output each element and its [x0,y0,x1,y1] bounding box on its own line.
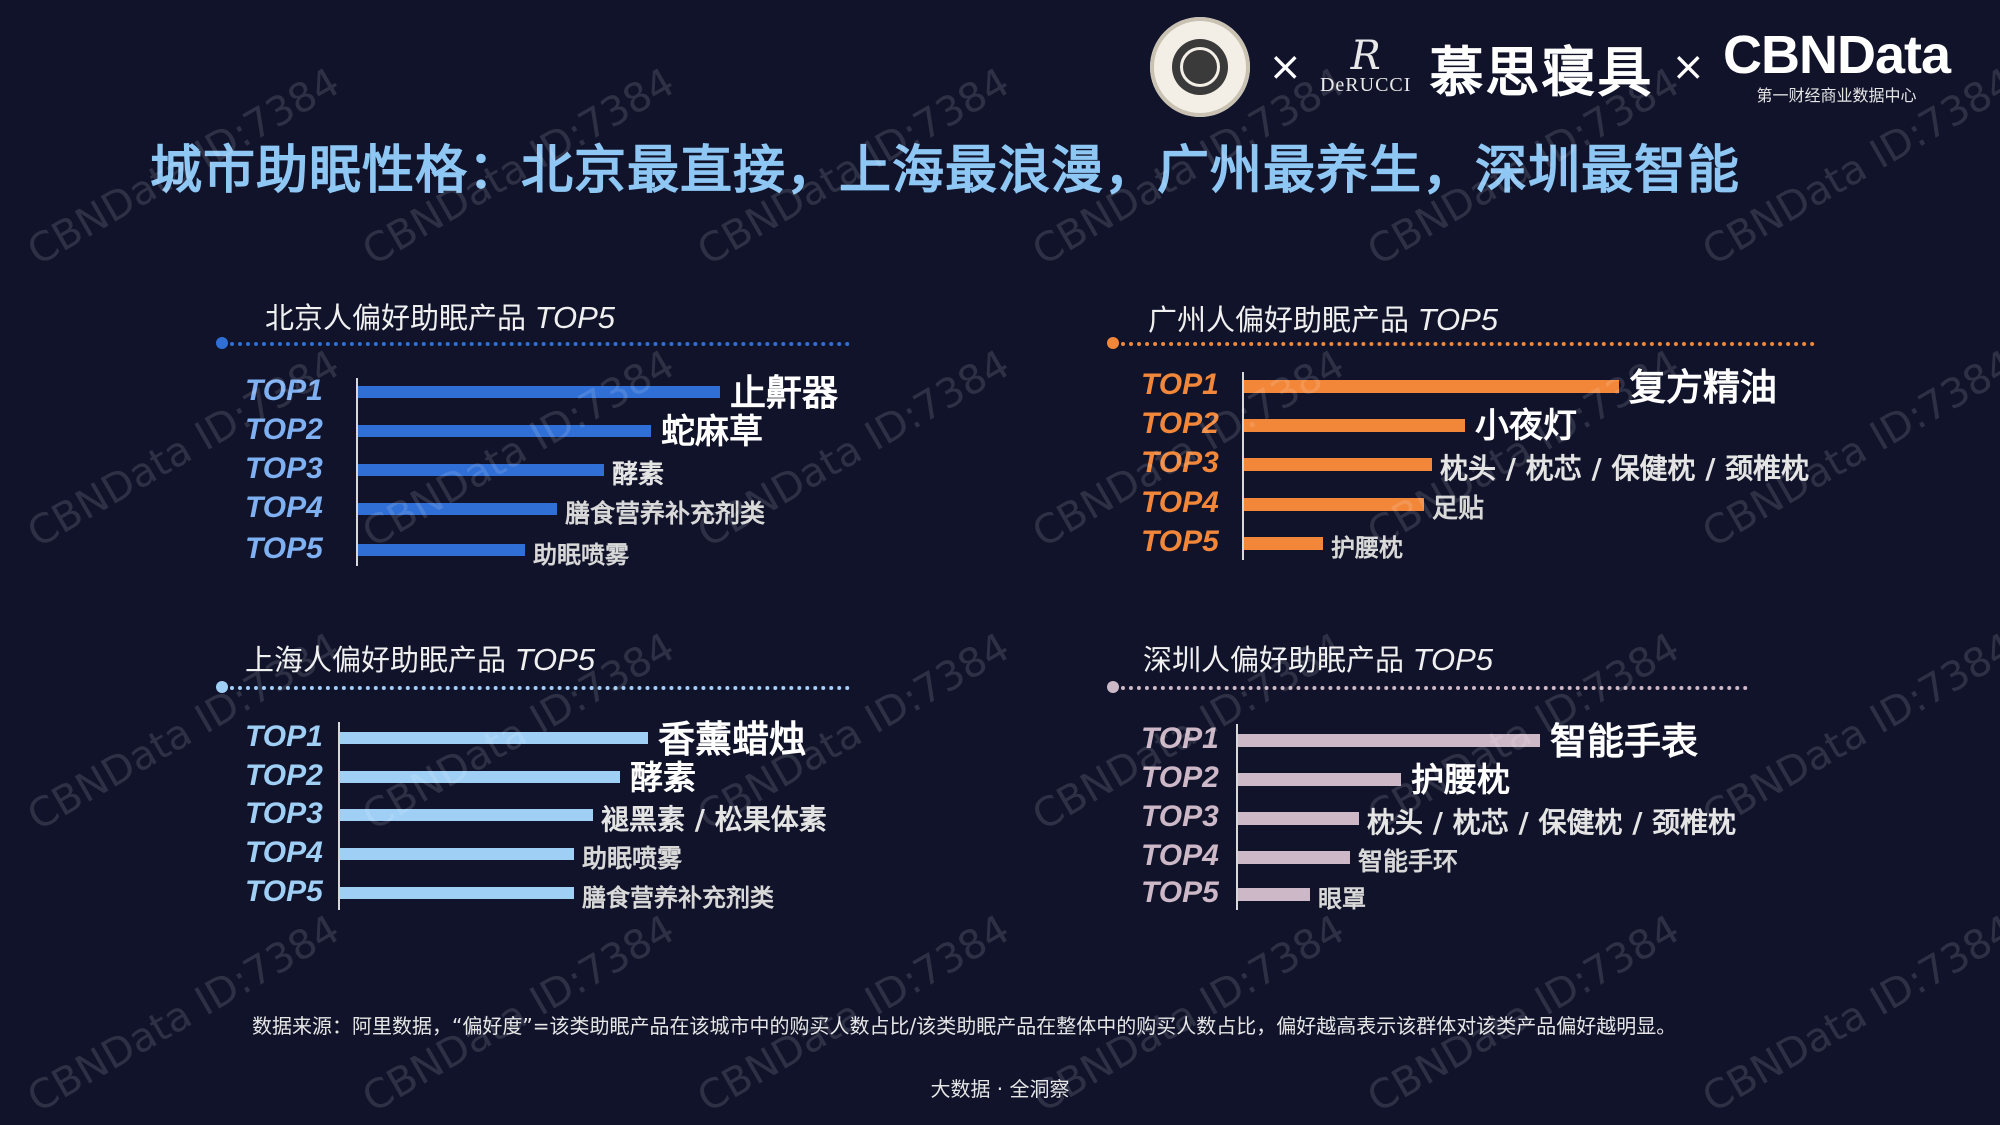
rank-tick-label: TOP1 [1141,722,1219,755]
rank-tick-label: TOP1 [1141,368,1219,401]
data-label: 足贴 [1432,493,1485,524]
times-separator: × [1671,44,1705,90]
data-label: 酵素 [612,459,665,490]
partner-logos: × R DeRUCCI 慕思寝具 × CBNData 第一财经商业数据中心 [1150,17,1951,117]
page-title: 城市助眠性格：北京最直接，上海最浪漫，广州最养生，深圳最智能 [150,141,1741,201]
dotted-divider [222,342,850,346]
data-label: 复方精油 [1629,366,1777,410]
y-axis-line [1242,372,1244,560]
rank-tick-label: TOP1 [245,720,323,753]
chart-title-text: 上海人偏好助眠产品 [245,643,507,677]
chart-title-top5: TOP5 [1409,302,1499,337]
rank-tick-label: TOP2 [1141,407,1219,440]
y-axis-line [1236,724,1238,910]
bar [1238,772,1401,786]
data-label: 蛇麻草 [661,411,763,452]
rank-tick-label: TOP3 [245,452,323,485]
chart-title-top5: TOP5 [526,300,616,335]
bar [340,848,574,860]
chart-title-text: 广州人偏好助眠产品 [1148,303,1410,337]
rank-tick-label: TOP4 [1141,839,1219,872]
bar [1238,887,1310,901]
bar [358,425,651,437]
chart-title-top5: TOP5 [1404,642,1494,677]
cbndata-subtitle: 第一财经商业数据中心 [1756,86,1917,105]
data-label: 护腰枕 [1411,759,1510,799]
bar [1244,457,1432,471]
bar [1244,379,1619,393]
bar [340,771,620,783]
chart-title-text: 北京人偏好助眠产品 [265,301,527,335]
chart-title-top5: TOP5 [506,642,596,677]
seal-ring-icon [1180,47,1221,87]
bar [1238,811,1359,825]
data-label: 香薰蜡烛 [658,718,806,762]
rank-tick-label: TOP2 [245,759,323,792]
data-label: 助眠喷雾 [533,541,629,570]
chart-title: 北京人偏好助眠产品 TOP5 [265,295,615,337]
y-axis-line [338,722,340,910]
data-label: 膳食营养补充剂类 [582,884,774,913]
rank-tick-label: TOP5 [1141,525,1219,558]
bar [340,887,574,899]
chart-title-text: 深圳人偏好助眠产品 [1143,643,1405,677]
y-axis-line [356,378,358,566]
mousi-logo: 慕思寝具 [1429,39,1654,104]
data-label: 小夜灯 [1475,405,1577,446]
watermark-text: CBNData ID:7384 [1695,624,2000,840]
dotted-divider [1113,686,1748,690]
data-label: 枕头 / 枕芯 / 保健枕 / 颈椎枕 [1440,451,1810,485]
rank-tick-label: TOP5 [1141,876,1219,909]
bar [1238,850,1350,864]
dotted-divider [222,686,850,690]
chart-title: 上海人偏好助眠产品 TOP5 [245,637,595,679]
times-separator: × [1268,44,1302,90]
data-label: 褪黑素 / 松果体素 [601,802,827,836]
rank-tick-label: TOP3 [245,797,323,830]
data-label: 护腰枕 [1331,534,1403,563]
bar [358,544,525,556]
bar [1244,497,1424,511]
rank-tick-label: TOP4 [245,491,323,524]
bar [1244,536,1323,550]
bar [1244,418,1465,432]
data-label: 助眠喷雾 [582,843,683,873]
bar [340,809,593,821]
derucci-wordmark: DeRUCCI [1319,73,1412,96]
data-source-footnote: 数据来源：阿里数据，“偏好度”=该类助眠产品在该城市中的购买人数占比/该类助眠产… [252,1014,1677,1038]
rank-tick-label: TOP3 [1141,800,1219,833]
bar [358,386,720,398]
cbndata-logo: CBNData 第一财经商业数据中心 [1722,25,1951,106]
data-label: 止鼾器 [730,372,839,414]
rank-tick-label: TOP2 [1141,761,1219,794]
chart-title: 深圳人偏好助眠产品 TOP5 [1143,637,1493,679]
dotted-divider [1113,342,1815,346]
chart-title: 广州人偏好助眠产品 TOP5 [1148,297,1498,339]
data-label: 酵素 [630,757,696,797]
derucci-logo: R DeRUCCI [1319,32,1412,97]
data-label: 眼罩 [1318,885,1366,914]
sleep-research-society-seal-logo [1150,17,1251,117]
data-label: 膳食营养补充剂类 [565,498,766,528]
data-label: 智能手环 [1358,846,1459,876]
rank-tick-label: TOP4 [1141,486,1219,519]
bar [340,732,648,744]
rank-tick-label: TOP3 [1141,446,1219,479]
bar [1238,733,1540,747]
cbndata-wordmark: CBNData [1722,25,1951,85]
rank-tick-label: TOP1 [245,374,323,407]
bar [358,503,557,515]
data-label: 枕头 / 枕芯 / 保健枕 / 颈椎枕 [1367,805,1737,839]
bar [358,464,604,476]
footer-tagline: 大数据 · 全洞察 [930,1077,1070,1101]
rank-tick-label: TOP2 [245,413,323,446]
rank-tick-label: TOP5 [245,875,323,908]
rank-tick-label: TOP5 [245,532,323,565]
rank-tick-label: TOP4 [245,836,323,869]
derucci-monogram: R [1350,32,1381,79]
data-label: 智能手表 [1550,720,1698,764]
